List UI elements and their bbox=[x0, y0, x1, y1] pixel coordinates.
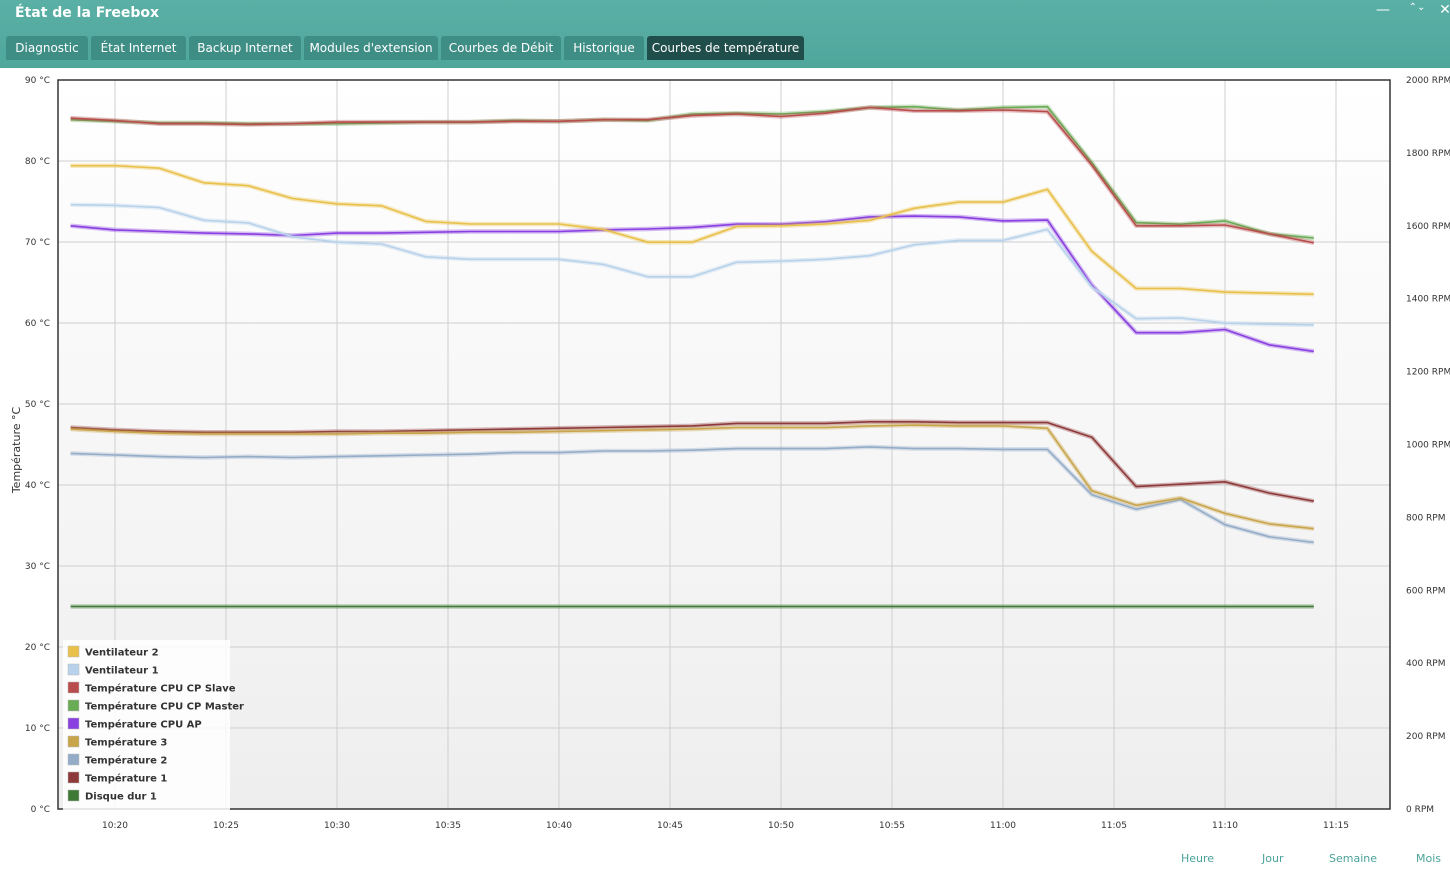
legend-swatch bbox=[67, 735, 80, 748]
y2-tick-label: 200 RPM bbox=[1406, 732, 1446, 742]
chart-legend: Ventilateur 2 Ventilateur 1 Température CP… bbox=[63, 640, 244, 810]
legend-label: Température 2 bbox=[85, 755, 167, 767]
tab-diagnostic[interactable]: Diagnostic bbox=[6, 36, 88, 60]
legend-swatch bbox=[67, 753, 80, 766]
period-semaine-link[interactable]: Semaine bbox=[1329, 852, 1378, 865]
legend-label: Disque dur 1 bbox=[85, 792, 157, 803]
legend-label: Ventilateur 1 bbox=[85, 666, 159, 677]
maximize-button[interactable]: ⌃⌄ bbox=[1408, 2, 1426, 13]
y-tick-label: 70 °C bbox=[25, 238, 50, 248]
series-line bbox=[70, 420, 1314, 502]
legend-swatch bbox=[67, 645, 80, 658]
period-jour-link[interactable]: Jour bbox=[1262, 852, 1284, 865]
plot-border bbox=[57, 79, 1391, 810]
tab-courbes-temperature[interactable]: Courbes de température bbox=[647, 36, 804, 60]
y2-tick-label: 800 RPM bbox=[1406, 513, 1446, 523]
y-tick-label: 0 °C bbox=[31, 805, 50, 815]
y-tick-label: 90 °C bbox=[25, 76, 50, 86]
temperature-chart-panel: 0 °C 10 °C 20 °C 30 °C 40 °C 50 °C 60 °C 70 °C 8… bbox=[0, 68, 1450, 844]
legend-label: Température 3 bbox=[85, 737, 167, 749]
y2-tick-label: 1800 RPM bbox=[1406, 149, 1450, 159]
x-tick-label: 11:00 bbox=[990, 821, 1016, 831]
x-tick-label: 10:40 bbox=[546, 821, 572, 831]
y2-tick-label: 400 RPM bbox=[1406, 659, 1446, 669]
y-tick-label: 30 °C bbox=[25, 562, 50, 572]
tab-backup-internet[interactable]: Backup Internet bbox=[189, 36, 301, 60]
y-axis-label: Température °C bbox=[10, 407, 23, 495]
close-button[interactable]: ✕ bbox=[1439, 2, 1450, 18]
y2-tick-label: 2000 RPM bbox=[1406, 76, 1450, 86]
x-tick-label: 11:05 bbox=[1101, 821, 1127, 831]
series-line bbox=[70, 215, 1314, 353]
minimize-button[interactable]: — bbox=[1376, 2, 1390, 18]
tab-etat-internet[interactable]: État Internet bbox=[91, 36, 186, 60]
legend-swatch bbox=[67, 663, 80, 676]
plot-area bbox=[58, 80, 1390, 809]
y2-tick-label: 1000 RPM bbox=[1406, 441, 1450, 451]
legend-label: Température CPU CP Master bbox=[85, 701, 244, 713]
x-tick-label: 11:15 bbox=[1323, 821, 1349, 831]
y-tick-label: 20 °C bbox=[25, 643, 50, 653]
window-titlebar: État de la Freebox — ⌃⌄ ✕ Diagnostic Éta… bbox=[0, 0, 1450, 68]
tab-modules-extension[interactable]: Modules d'extension bbox=[304, 36, 438, 60]
series-line bbox=[70, 424, 1314, 530]
temperature-chart: 0 °C 10 °C 20 °C 30 °C 40 °C 50 °C 60 °C 70 °C 8… bbox=[10, 76, 1450, 831]
y-tick-label: 40 °C bbox=[25, 481, 50, 491]
x-tick-label: 10:55 bbox=[879, 821, 905, 831]
tab-courbes-debit[interactable]: Courbes de Débit bbox=[441, 36, 561, 60]
y-tick-label: 50 °C bbox=[25, 400, 50, 410]
x-tick-label: 10:35 bbox=[435, 821, 461, 831]
window-title: État de la Freebox bbox=[15, 5, 160, 21]
legend-swatch bbox=[67, 681, 80, 694]
legend-swatch bbox=[67, 789, 80, 802]
x-tick-label: 10:30 bbox=[324, 821, 350, 831]
series-line bbox=[70, 446, 1314, 544]
legend-label: Température CPU AP bbox=[85, 719, 202, 731]
legend-box bbox=[63, 640, 230, 810]
y2-tick-label: 0 RPM bbox=[1406, 805, 1434, 815]
axes: 0 °C 10 °C 20 °C 30 °C 40 °C 50 °C 60 °C 70 °C 8… bbox=[25, 76, 1450, 831]
series-lines bbox=[70, 104, 1315, 609]
legend-swatch bbox=[67, 699, 80, 712]
y2-tick-label: 1400 RPM bbox=[1406, 295, 1450, 305]
legend-label: Température CPU CP Slave bbox=[85, 683, 236, 695]
x-tick-label: 10:20 bbox=[102, 821, 128, 831]
series-line bbox=[70, 164, 1314, 296]
period-heure-link[interactable]: Heure bbox=[1181, 852, 1215, 865]
legend-swatch bbox=[67, 717, 80, 730]
legend-label: Ventilateur 2 bbox=[85, 648, 159, 659]
y-tick-label: 80 °C bbox=[25, 157, 50, 167]
y-tick-label: 10 °C bbox=[25, 724, 50, 734]
series-line bbox=[70, 203, 1314, 326]
y2-tick-label: 600 RPM bbox=[1406, 586, 1446, 596]
x-tick-label: 10:25 bbox=[213, 821, 239, 831]
period-mois-link[interactable]: Mois bbox=[1416, 852, 1442, 865]
x-tick-label: 10:50 bbox=[768, 821, 794, 831]
legend-label: Température 1 bbox=[85, 773, 167, 785]
x-tick-label: 10:45 bbox=[657, 821, 683, 831]
y-tick-label: 60 °C bbox=[25, 319, 50, 329]
tab-historique[interactable]: Historique bbox=[564, 36, 644, 60]
y2-tick-label: 1600 RPM bbox=[1406, 222, 1450, 232]
x-tick-label: 11:10 bbox=[1212, 821, 1238, 831]
series-line bbox=[70, 106, 1314, 244]
y2-tick-label: 1200 RPM bbox=[1406, 368, 1450, 378]
legend-swatch bbox=[67, 771, 80, 784]
